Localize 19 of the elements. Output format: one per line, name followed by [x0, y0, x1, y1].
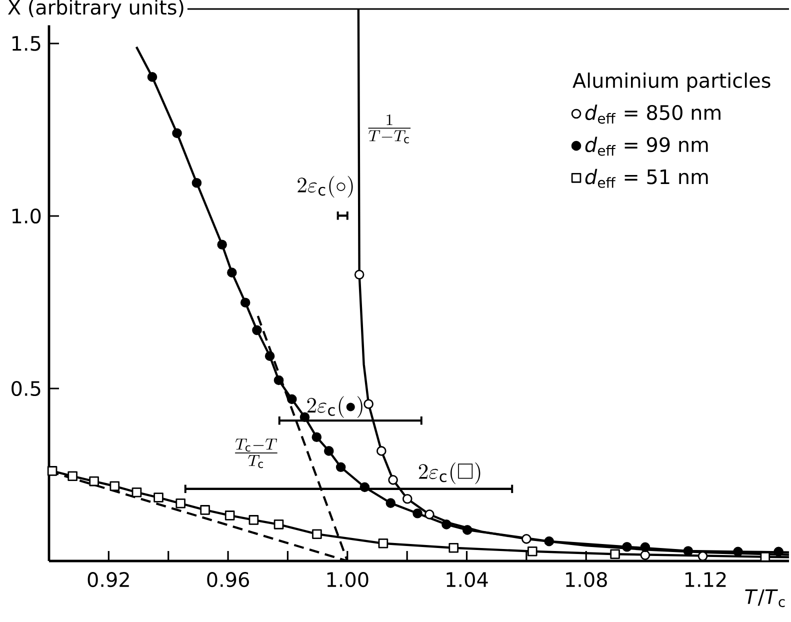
y-tick-label: 1.0	[12, 208, 41, 224]
x-tick-label: 1.08	[566, 572, 607, 588]
legend-title: Aluminium particles	[572, 72, 770, 92]
annotation: $\frac{1}{T-T_{\mathrm{c}}}$	[368, 114, 411, 144]
y-tick-label: 1.5	[12, 36, 40, 51]
legend-label: d$_{eff}$ = 99 nm	[585, 136, 708, 156]
x-tick-label: 0.92	[88, 572, 129, 588]
x-tick-label: 1.00	[327, 572, 368, 588]
x-axis-title: T/T$_{c}$	[745, 589, 785, 608]
annotation: $2\varepsilon_{\mathrm{c}}(\circ)$	[298, 176, 353, 198]
annotation: $\frac{T_{\mathrm{c}}-T}{T_{\mathrm{c}}}$	[235, 438, 278, 468]
x-tick-label: 1.12	[685, 572, 726, 587]
legend-label: d$_{eff}$ = 850 nm	[585, 104, 720, 124]
annotation: $2\varepsilon_{\mathrm{c}}(\bullet)$	[307, 396, 362, 418]
x-tick-label: 1.04	[446, 572, 488, 588]
annotation: $2\varepsilon_{\mathrm{c}}(\square)$	[418, 462, 480, 484]
legend-label: d$_{eff}$ = 51 nm	[585, 168, 708, 188]
x-tick-label: 0.96	[207, 572, 249, 588]
y-tick-label: 0.5	[12, 380, 40, 396]
